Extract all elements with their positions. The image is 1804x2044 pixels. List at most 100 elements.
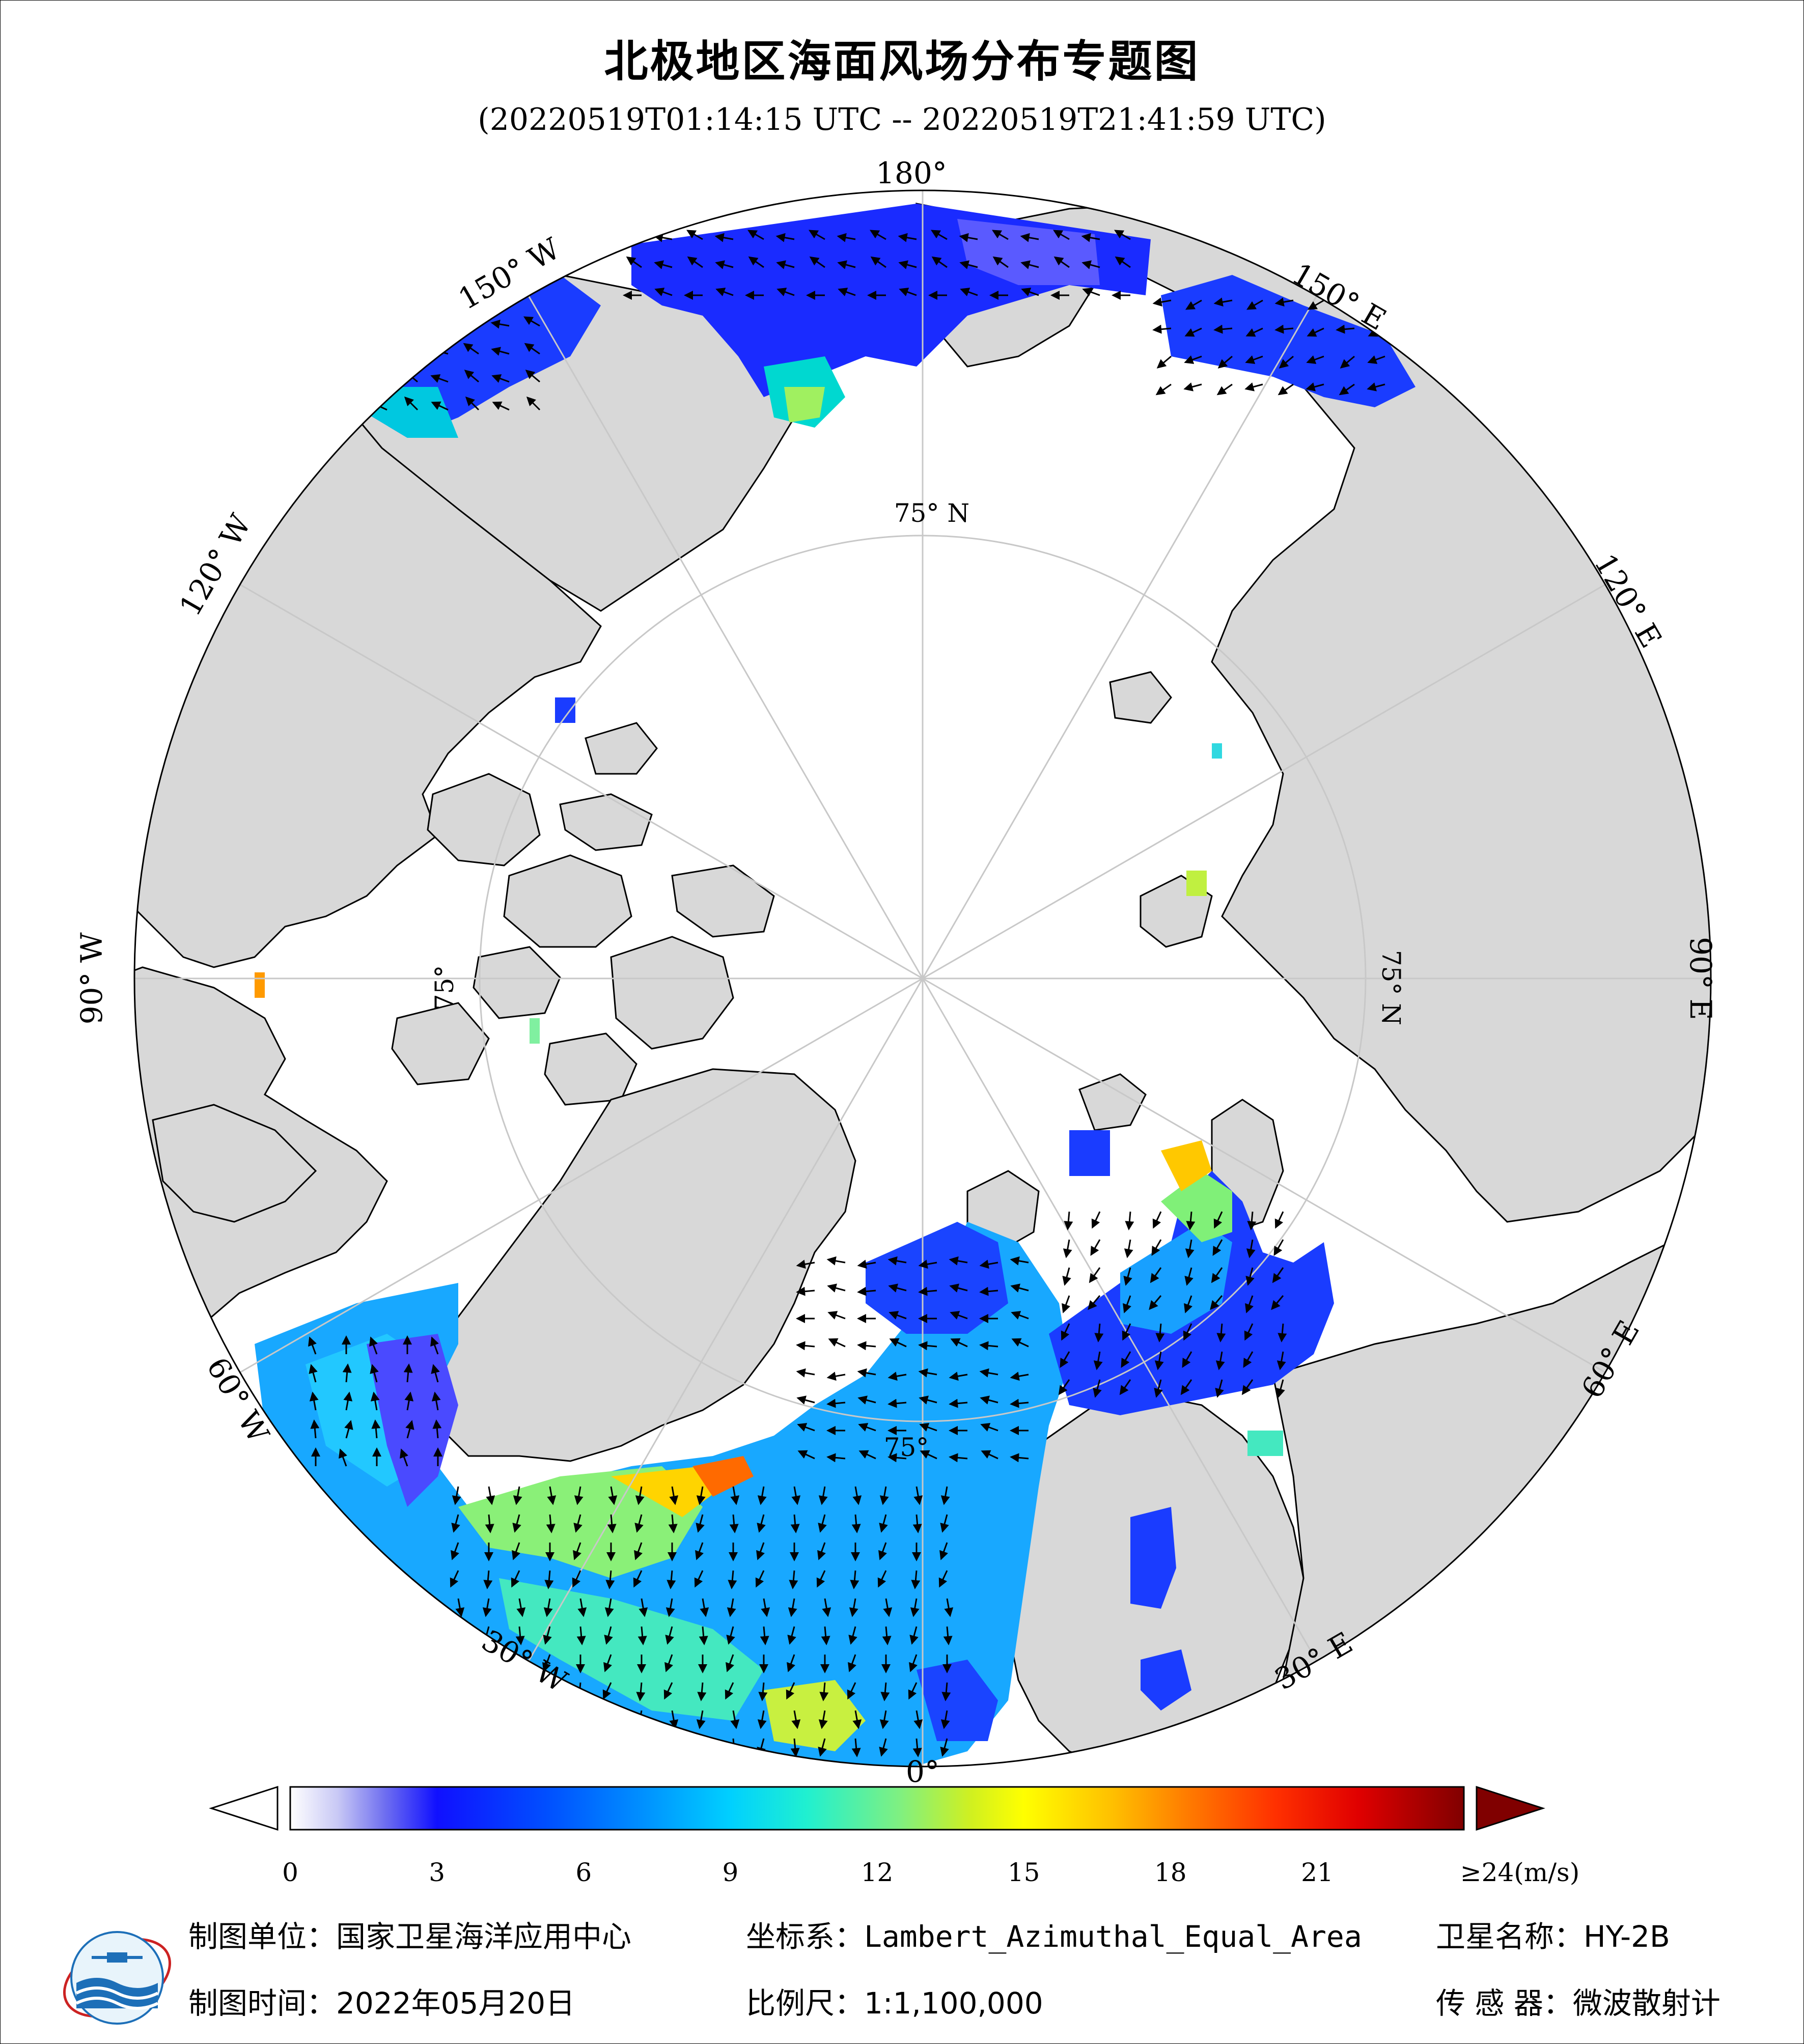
wind-arrow xyxy=(1244,382,1263,391)
footer-coord-value: Lambert_Azimuthal_Equal_Area xyxy=(864,1919,1362,1954)
wind-arrow xyxy=(369,1336,378,1355)
wind-arrow xyxy=(714,233,734,242)
wind-arrow xyxy=(909,1626,919,1645)
wind-arrow xyxy=(755,1570,765,1588)
wind-arrow xyxy=(1010,1371,1029,1381)
wind-arrow xyxy=(827,1283,846,1293)
wind-arrow xyxy=(464,370,479,383)
wind-arrow xyxy=(450,1570,459,1588)
wind-arrow xyxy=(1212,1239,1223,1256)
wind-arrow xyxy=(1058,1379,1070,1395)
wind-arrow xyxy=(857,1341,876,1351)
wind-arrow xyxy=(730,1486,740,1505)
wind-arrow xyxy=(1184,1295,1192,1313)
wind-arrow xyxy=(912,1738,922,1757)
wind-arrow xyxy=(992,230,1009,240)
wind-arrow xyxy=(979,1259,998,1269)
wind-arrow xyxy=(819,1682,829,1701)
wind-arrow xyxy=(1060,1351,1070,1368)
wind-arrow xyxy=(1011,1338,1029,1348)
wind-arrow xyxy=(818,1514,827,1533)
wind-arrow xyxy=(910,1598,920,1617)
wind-arrow xyxy=(949,1398,968,1408)
wind-arrow xyxy=(526,396,541,411)
wind-arrow xyxy=(1245,327,1263,337)
wind-arrow xyxy=(524,343,540,355)
wind-arrow xyxy=(889,1311,907,1320)
wind-arrow xyxy=(1185,299,1202,310)
wind-arrow xyxy=(838,288,856,296)
wind-arrow xyxy=(918,1341,937,1351)
wind-arrow xyxy=(1154,1379,1163,1398)
wind-arrow xyxy=(1125,1211,1134,1230)
wind-arrow xyxy=(1114,230,1131,240)
wind-arrow xyxy=(513,1486,522,1505)
wind-arrow xyxy=(574,1710,584,1729)
wind-arrow xyxy=(1272,1267,1284,1283)
colorbar-tick-label: 21 xyxy=(1301,1858,1334,1887)
wind-arrow xyxy=(607,1514,617,1533)
wind-arrow xyxy=(1213,1211,1223,1229)
wind-arrow xyxy=(402,343,418,355)
wind-arrow xyxy=(1121,1351,1131,1368)
wind-arrow xyxy=(452,1486,461,1505)
wind-arrow xyxy=(879,1486,889,1505)
wind-arrow xyxy=(462,316,479,327)
wind-arrow xyxy=(543,1626,552,1645)
wind-arrow xyxy=(686,230,703,240)
wind-arrow xyxy=(485,1514,494,1533)
wind-arrow xyxy=(796,1368,815,1378)
wind-arrow xyxy=(368,319,387,329)
wind-arrow xyxy=(465,396,480,411)
wind-arrow xyxy=(696,1738,705,1757)
wind-arrow xyxy=(918,1286,937,1296)
label-lat-right: 75° N xyxy=(1376,950,1406,1025)
wind-arrow xyxy=(826,1398,846,1408)
wind-arrow xyxy=(940,1486,950,1505)
wind-arrow xyxy=(887,1453,907,1463)
wind-arrow xyxy=(788,1598,797,1617)
wind-arrow xyxy=(858,1450,876,1460)
wind-arrow xyxy=(848,1654,856,1672)
wind-arrow xyxy=(940,1710,950,1729)
wind-arrow xyxy=(797,1423,815,1432)
wind-arrow xyxy=(1020,233,1039,242)
wind-arrow xyxy=(576,1626,586,1645)
wind-arrow xyxy=(512,1738,521,1757)
wind-arrow xyxy=(940,1514,949,1533)
wind-arrow xyxy=(1215,1351,1225,1370)
wind-arrow xyxy=(1271,1295,1284,1310)
wind-arrow xyxy=(607,1738,617,1757)
wind-arrow xyxy=(665,1598,675,1617)
wind-arrow xyxy=(405,1420,414,1439)
wind-arrow xyxy=(370,1364,379,1383)
wind-arrow xyxy=(787,1654,795,1672)
wind-arrow xyxy=(451,1514,460,1533)
wind-arrow xyxy=(857,1368,876,1378)
wind-arrow xyxy=(1215,1379,1224,1398)
colorbar-tick-label: ≥24(m/s) xyxy=(1460,1858,1579,1887)
wind-arrow xyxy=(913,1710,923,1729)
wind-arrow xyxy=(726,1626,735,1645)
wind-arrow xyxy=(574,1486,584,1505)
wind-arrow xyxy=(796,1259,815,1269)
wind-arrow xyxy=(826,1371,846,1381)
wind-arrow xyxy=(1155,1323,1165,1342)
wind-arrow xyxy=(879,1738,888,1757)
wind-arrow xyxy=(776,288,795,296)
wind-arrow xyxy=(887,1371,907,1381)
wind-arrow xyxy=(1211,1267,1223,1283)
footer-scale: 比例尺：1:1,100,000 xyxy=(746,1986,1043,2021)
wind-arrow xyxy=(980,1423,998,1432)
wind-arrow xyxy=(959,260,978,269)
wind-arrow xyxy=(918,1259,937,1269)
wind-arrow xyxy=(636,1682,646,1701)
wind-arrow xyxy=(634,1738,644,1757)
wind-arrow xyxy=(542,1654,551,1672)
wind-arrow xyxy=(1216,383,1233,396)
wind-arrow xyxy=(870,230,886,240)
colorbar-bar xyxy=(289,1786,1465,1831)
wind-arrow xyxy=(370,1391,380,1411)
wind-arrow xyxy=(543,1598,553,1617)
